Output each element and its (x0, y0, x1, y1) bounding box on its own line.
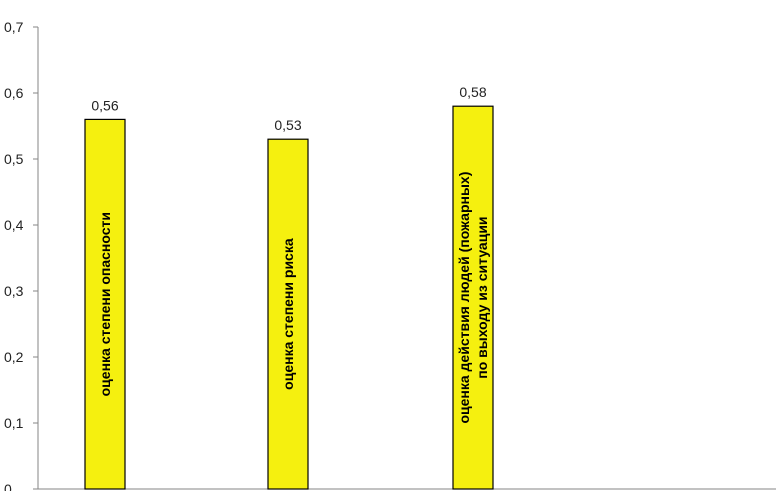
category-label: оценка степени риска (280, 238, 296, 390)
category-label-line: по выходу из ситуации (474, 216, 490, 378)
data-label: 0,53 (274, 117, 301, 133)
category-label-line: оценка степени опасности (97, 212, 113, 396)
data-label: 0,56 (91, 97, 118, 113)
bar (267, 138, 309, 490)
y-tick-label: 0,6 (4, 85, 24, 101)
bar (84, 118, 126, 490)
y-tick-label: 0,1 (4, 415, 24, 431)
y-tick-label: 0,2 (4, 349, 24, 365)
data-label: 0,58 (459, 84, 486, 100)
bars (84, 105, 494, 490)
y-tick-label: 0,4 (4, 217, 24, 233)
y-axis: 0 0,1 0,2 0,3 0,4 0,5 0,6 0,7 (4, 19, 776, 491)
y-tick-label: 0 (4, 481, 12, 491)
y-tick-label: 0,7 (4, 19, 24, 35)
y-tick-label: 0,5 (4, 151, 24, 167)
bar (452, 105, 494, 490)
category-label-line: оценка степени риска (280, 238, 296, 390)
category-label: оценка действия людей (пожарных) по выход… (456, 172, 490, 424)
category-label-line: оценка действия людей (пожарных) (456, 172, 472, 424)
category-label: оценка степени опасности (97, 212, 113, 396)
y-tick-label: 0,3 (4, 283, 24, 299)
data-labels: 0,56 оценка степени опасности 0,53 оценка с… (91, 84, 490, 423)
